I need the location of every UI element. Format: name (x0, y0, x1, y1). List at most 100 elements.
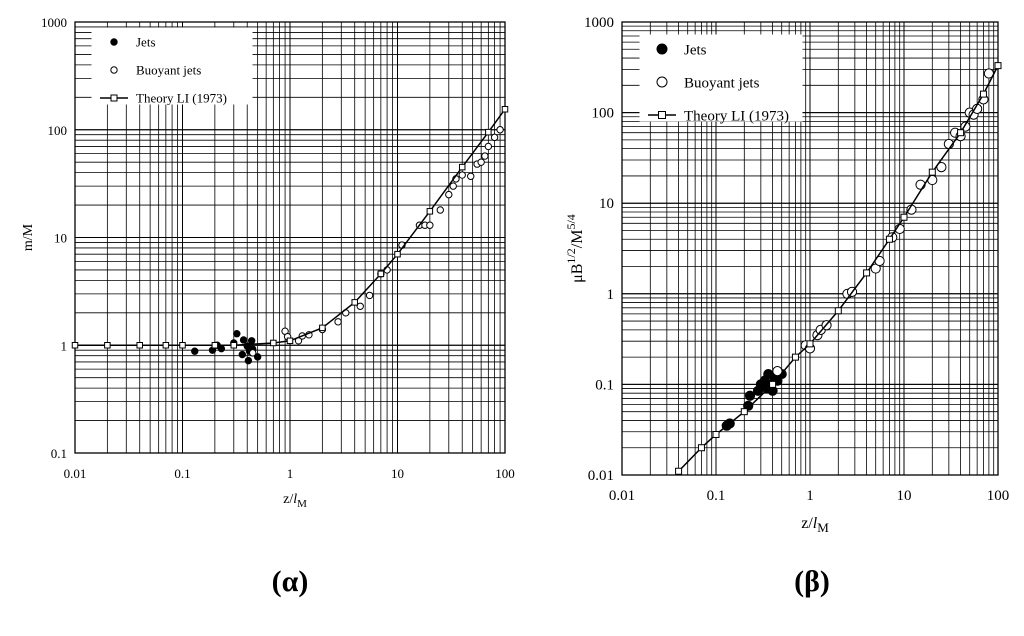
y-tick-label: 0.1 (51, 446, 67, 461)
x-tick-label: 0.01 (64, 466, 87, 481)
theory-marker (179, 342, 186, 349)
legend-marker (110, 94, 118, 102)
legend-marker (656, 43, 668, 55)
theory-marker (994, 62, 1002, 70)
y-tick-label: 1000 (41, 15, 67, 30)
theory-marker (928, 168, 936, 176)
theory-marker (230, 342, 238, 349)
theory-marker (957, 129, 965, 137)
x-tick-label: 1 (287, 466, 294, 481)
theory-marker (712, 430, 720, 438)
x-tick-label: 10 (391, 466, 404, 481)
jet-point (239, 336, 248, 344)
y-tick-label: 1000 (584, 15, 614, 31)
theory-marker (979, 90, 987, 98)
theory-marker (697, 444, 705, 452)
jet-point (233, 329, 241, 338)
buoyant-jet-point (249, 349, 257, 357)
legend-label: Jets (684, 42, 707, 58)
chart-panel-2: 0.01 0.1 1 10 100 0.01 0.1 1 10 100 1000 z/lM μB1/2/… (564, 15, 1009, 535)
panel-label-beta: (β) (794, 565, 830, 598)
theory-marker (769, 380, 777, 388)
legend-label: Buoyant jets (136, 63, 201, 78)
y-tick-label: 1 (607, 287, 615, 303)
x-tick-label: 0.01 (609, 488, 635, 504)
buoyant-jet-point (467, 172, 475, 180)
y-tick-label: 100 (48, 123, 68, 138)
legend-label: Buoyant jets (684, 75, 760, 91)
legend-label: Jets (136, 35, 156, 50)
legend-marker (110, 38, 118, 46)
buoyant-jet-point (356, 302, 364, 310)
buoyant-jet-point (484, 142, 493, 151)
theory-marker (394, 250, 401, 258)
plot-frame (74, 21, 506, 454)
buoyant-jet-point (477, 158, 485, 166)
y-tick-label: 1 (61, 338, 68, 353)
legend-marker (656, 76, 668, 88)
jet-point (191, 347, 199, 355)
series-open-circle (249, 126, 504, 357)
theory-marker (900, 213, 908, 221)
theory-marker (270, 339, 277, 347)
theory-marker (377, 270, 385, 278)
y-tick-label: 0.01 (588, 468, 614, 484)
y-tick-label: 100 (592, 106, 615, 122)
buoyant-jet-point (426, 221, 434, 229)
panel-label-alpha: (α) (271, 565, 309, 598)
theory-marker (863, 269, 871, 277)
x-tick-label: 100 (987, 488, 1010, 504)
legend-label: Theory LI (1973) (684, 108, 789, 124)
theory-marker (162, 342, 170, 349)
y-tick-label: 10 (54, 231, 67, 246)
buoyant-jet-point (365, 291, 374, 300)
jet-point (253, 353, 262, 361)
jet-point (744, 390, 756, 401)
legend-marker (110, 66, 118, 74)
y-axis-label: m/M (21, 223, 36, 251)
y-tick-label: 10 (599, 196, 614, 212)
buoyant-jet-point (772, 366, 783, 377)
x-axis-label: z/lM (801, 515, 829, 535)
buoyant-jet-point (481, 152, 489, 160)
jet-point (238, 350, 247, 359)
plot-frame (621, 21, 999, 476)
theory-marker (485, 128, 492, 136)
theory-marker (104, 342, 111, 349)
theory-marker (136, 342, 143, 349)
theory-marker (675, 467, 683, 475)
theory-marker (458, 163, 466, 171)
theory-marker (211, 342, 219, 349)
series-open-square-line (675, 62, 1002, 475)
legend: Jets Buoyant jets Theory LI (1973) (91, 27, 253, 106)
buoyant-jet-point (334, 318, 342, 326)
theory-marker (501, 105, 509, 113)
jet-point (743, 400, 754, 411)
jet-point (217, 344, 226, 353)
theory-marker (885, 235, 893, 243)
legend: Jets Buoyant jets Theory LI (1973) (639, 34, 803, 124)
y-tick-label: 0.1 (595, 377, 614, 393)
buoyant-jet-point (458, 171, 466, 179)
legend-box (91, 27, 253, 105)
theory-marker (319, 324, 326, 332)
buoyant-jet-point (496, 126, 504, 134)
series-filled-circle (191, 329, 262, 365)
jet-point (247, 337, 256, 345)
x-tick-label: 10 (897, 488, 912, 504)
theory-marker (426, 208, 434, 215)
theory-marker (286, 337, 294, 345)
buoyant-jet-point (436, 206, 444, 214)
x-tick-label: 1 (806, 488, 814, 504)
jet-point (244, 356, 253, 365)
legend-marker (658, 111, 666, 119)
legend-label: Theory LI (1973) (136, 91, 227, 106)
buoyant-jet-point (445, 190, 453, 199)
theory-marker (71, 342, 79, 349)
theory-marker (791, 353, 799, 361)
theory-marker (351, 299, 358, 306)
theory-marker (834, 307, 842, 315)
theory-marker (740, 408, 748, 416)
buoyant-jet-point (449, 182, 457, 190)
